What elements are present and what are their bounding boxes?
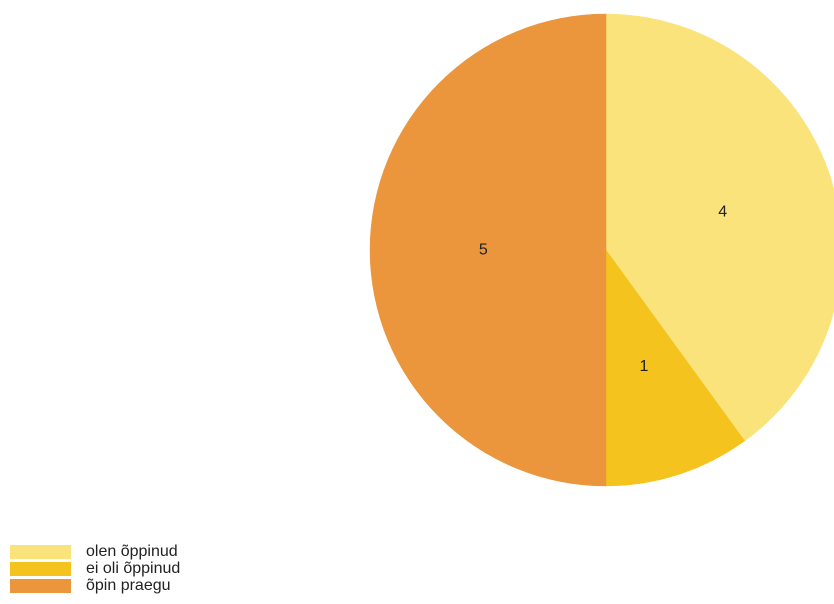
legend-label: olen õppinud — [86, 543, 178, 560]
legend-label: õpin praegu — [86, 577, 171, 594]
pie-slice-olen-oppinud[interactable] — [605, 13, 834, 442]
legend-label: ei oli õppinud — [86, 560, 181, 577]
pie-slice-ei-oli-oppinud[interactable] — [605, 249, 746, 487]
legend-item-ei-oli-oppinud[interactable]: ei oli õppinud — [10, 560, 180, 577]
pie-slice-opin-praegu[interactable] — [369, 13, 607, 487]
legend-swatch — [10, 561, 71, 576]
pie-slices — [369, 13, 834, 487]
pie-value-label: 1 — [639, 358, 648, 375]
legend: olen õppinud ei oli õppinud õpin praegu — [10, 543, 180, 594]
legend-item-olen-oppinud[interactable]: olen õppinud — [10, 543, 180, 560]
pie-value-labels: 4 1 5 — [479, 204, 727, 376]
pie-value-label: 4 — [718, 204, 727, 221]
pie-value-label: 5 — [479, 242, 488, 259]
legend-swatch — [10, 544, 71, 559]
legend-item-opin-praegu[interactable]: õpin praegu — [10, 577, 180, 594]
legend-swatch — [10, 578, 71, 593]
